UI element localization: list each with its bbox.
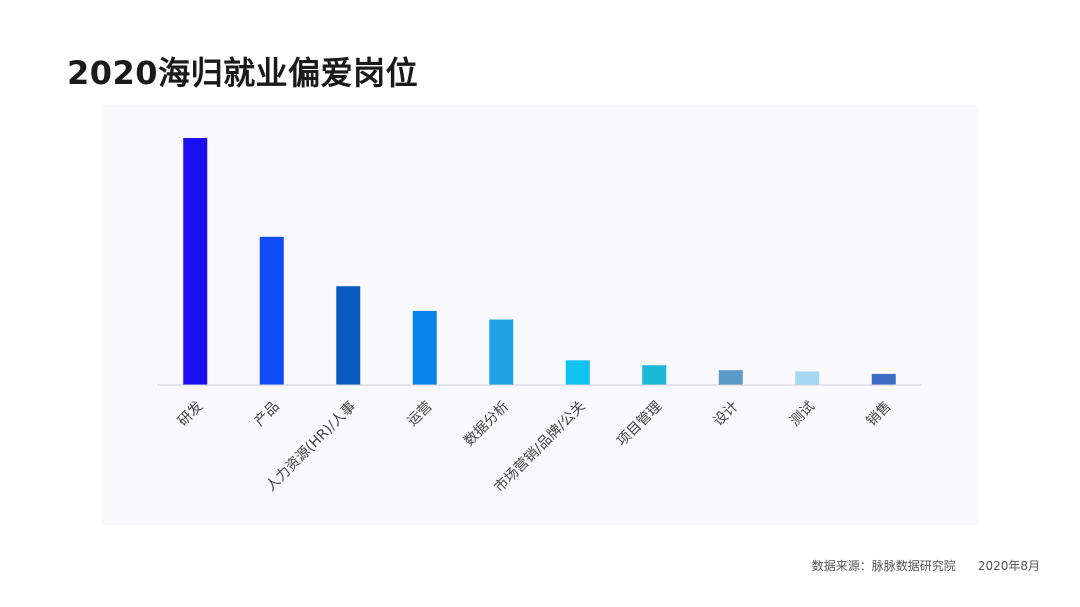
- bar-2: [259, 236, 284, 385]
- category-label-2: 产品: [251, 399, 282, 430]
- publish-date: 2020年8月: [977, 559, 1040, 573]
- bar-3: [336, 286, 361, 385]
- bar-10: [871, 373, 896, 385]
- category-label-5: 数据分析: [461, 399, 512, 450]
- bar-chart: 研发 产品人力资源(HR)/人事 运营 数据分析市场营销/品牌/公关 项目管理 设计 测试销…: [157, 138, 922, 496]
- bar-5: [489, 319, 514, 385]
- category-label-8: 设计: [710, 399, 741, 430]
- bar-7: [642, 365, 667, 385]
- category-label-7: 项目管理: [614, 399, 665, 450]
- page-title: 2020海归就业偏爱岗位: [67, 54, 419, 92]
- bar-8: [718, 370, 743, 385]
- category-label-10: 销售: [863, 399, 894, 430]
- bar-1: [183, 138, 208, 385]
- bar-6: [565, 360, 590, 385]
- bar-4: [412, 310, 437, 385]
- footer: 数据来源：脉脉数据研究院 2020年8月: [812, 557, 1040, 574]
- category-label-1: 研发: [175, 399, 206, 430]
- category-label-9: 测试: [787, 399, 818, 430]
- bar-9: [795, 371, 820, 385]
- chart-panel: 研发 产品 人力资源(HR)/人事 运营 数据分析 市场营销/品牌/公关 项目管理 设计 测试销…: [102, 105, 979, 525]
- data-source: 数据来源：脉脉数据研究院: [811, 559, 956, 573]
- category-label-4: 运营: [404, 399, 435, 430]
